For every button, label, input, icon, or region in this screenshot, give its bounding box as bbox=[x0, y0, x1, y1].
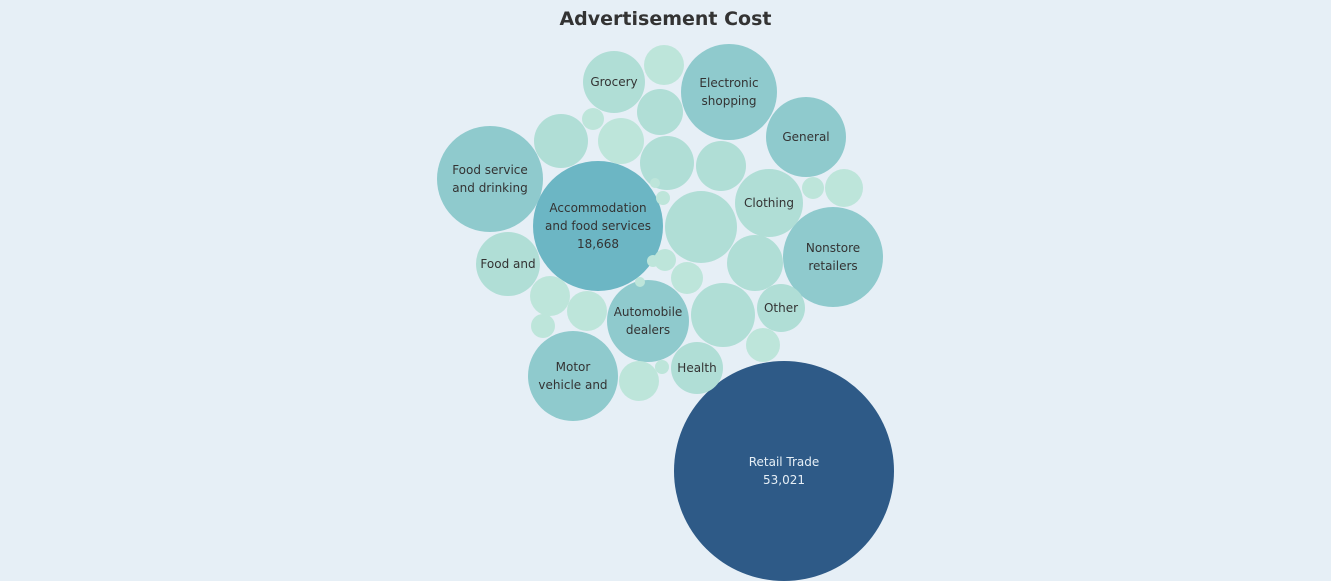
bubble-label: retailers bbox=[808, 259, 857, 273]
bubble[interactable] bbox=[671, 342, 723, 394]
bubble[interactable] bbox=[655, 360, 669, 374]
bubble[interactable] bbox=[644, 45, 684, 85]
bubble[interactable] bbox=[696, 141, 746, 191]
bubble-label: Grocery bbox=[590, 75, 637, 89]
bubble[interactable] bbox=[607, 280, 689, 362]
bubble[interactable] bbox=[691, 283, 755, 347]
bubble[interactable] bbox=[727, 235, 783, 291]
bubble[interactable] bbox=[437, 126, 543, 232]
bubble-label: Food and bbox=[480, 257, 535, 271]
bubble-label: Electronic bbox=[699, 76, 758, 90]
bubble[interactable] bbox=[637, 89, 683, 135]
bubble[interactable] bbox=[582, 108, 604, 130]
bubble[interactable] bbox=[671, 262, 703, 294]
bubble[interactable] bbox=[654, 249, 676, 271]
bubble[interactable] bbox=[533, 161, 663, 291]
bubble-label: Food service bbox=[452, 163, 528, 177]
bubble[interactable] bbox=[530, 276, 570, 316]
bubble-label: 53,021 bbox=[763, 473, 805, 487]
bubble-label: Motor bbox=[556, 360, 591, 374]
chart-title: Advertisement Cost bbox=[559, 8, 772, 30]
bubble-label: and food services bbox=[545, 219, 651, 233]
bubble[interactable] bbox=[534, 114, 588, 168]
bubble[interactable] bbox=[746, 328, 780, 362]
bubble-label: Health bbox=[677, 361, 716, 375]
bubble[interactable] bbox=[757, 284, 805, 332]
bubble-label: Clothing bbox=[744, 196, 794, 210]
bubble-label: Automobile bbox=[614, 305, 683, 319]
bubble[interactable] bbox=[640, 136, 694, 190]
bubble[interactable] bbox=[619, 361, 659, 401]
bubble[interactable] bbox=[825, 169, 863, 207]
bubble-label: shopping bbox=[702, 94, 757, 108]
bubble-label: vehicle and bbox=[538, 378, 607, 392]
bubble[interactable] bbox=[735, 169, 803, 237]
bubble[interactable] bbox=[802, 177, 824, 199]
bubble[interactable] bbox=[531, 314, 555, 338]
bubble-label: General bbox=[782, 130, 829, 144]
bubble[interactable] bbox=[650, 178, 660, 188]
bubble[interactable] bbox=[598, 118, 644, 164]
bubble-label: Nonstore bbox=[806, 241, 860, 255]
bubble[interactable] bbox=[656, 191, 670, 205]
bubble-label: and drinking bbox=[452, 181, 527, 195]
bubble[interactable] bbox=[766, 97, 846, 177]
bubble[interactable] bbox=[674, 361, 894, 581]
bubble-label: Retail Trade bbox=[749, 455, 820, 469]
bubble-label: Accommodation bbox=[549, 201, 646, 215]
bubble[interactable] bbox=[583, 51, 645, 113]
bubble[interactable] bbox=[635, 277, 645, 287]
bubble[interactable] bbox=[783, 207, 883, 307]
bubble[interactable] bbox=[665, 191, 737, 263]
bubble[interactable] bbox=[476, 232, 540, 296]
bubble-label: 18,668 bbox=[577, 237, 619, 251]
bubble-label: Other bbox=[764, 301, 798, 315]
bubble-label: dealers bbox=[626, 323, 670, 337]
bubble[interactable] bbox=[681, 44, 777, 140]
bubble[interactable] bbox=[528, 331, 618, 421]
bubble[interactable] bbox=[567, 291, 607, 331]
bubble[interactable] bbox=[647, 255, 659, 267]
